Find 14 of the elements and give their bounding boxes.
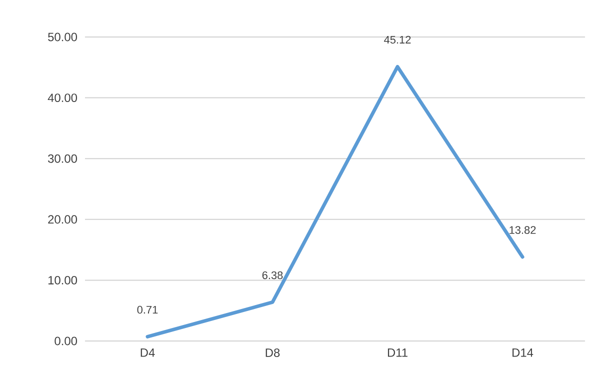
x-tick-label: D11	[388, 348, 408, 357]
y-tick-label: 0.00	[54, 336, 78, 346]
data-label: 6.38	[262, 271, 283, 280]
y-tick-label: 30.00	[48, 154, 78, 163]
data-label: 13.82	[510, 226, 536, 234]
y-tick-label: 50.00	[48, 32, 78, 42]
x-tick-label: D4	[140, 348, 155, 357]
y-tick-label: 20.00	[48, 215, 78, 224]
y-tick-label: 40.00	[48, 94, 78, 102]
data-label: 45.12	[384, 36, 411, 44]
x-tick-label: D14	[512, 348, 534, 357]
x-tick-label: D8	[266, 348, 280, 357]
data-label: 0.71	[137, 306, 158, 314]
y-tick-label: 10.00	[48, 276, 78, 284]
